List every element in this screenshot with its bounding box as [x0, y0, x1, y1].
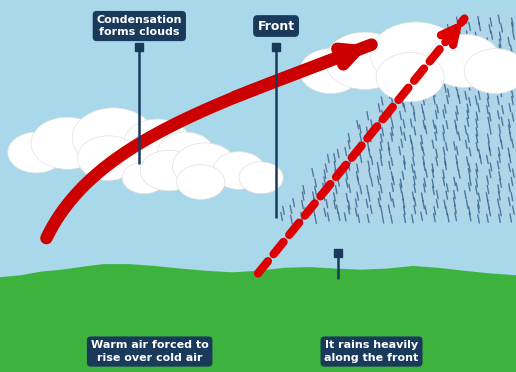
Text: Condensation
forms clouds: Condensation forms clouds — [96, 15, 182, 37]
Circle shape — [140, 150, 197, 191]
Circle shape — [8, 132, 64, 173]
Polygon shape — [0, 264, 516, 372]
Text: Warm air forced to
rise over cold air: Warm air forced to rise over cold air — [91, 340, 208, 363]
Text: Front: Front — [257, 20, 295, 32]
Circle shape — [122, 162, 167, 194]
Circle shape — [464, 49, 516, 94]
Text: It rains heavily
along the front: It rains heavily along the front — [325, 340, 418, 363]
Circle shape — [370, 22, 461, 87]
Circle shape — [376, 53, 444, 102]
Circle shape — [157, 132, 214, 173]
Circle shape — [124, 119, 191, 167]
Circle shape — [299, 49, 362, 94]
Circle shape — [176, 165, 225, 199]
Circle shape — [72, 108, 155, 167]
Circle shape — [325, 32, 405, 90]
Circle shape — [31, 117, 103, 169]
Circle shape — [427, 34, 501, 87]
Circle shape — [239, 162, 283, 194]
Polygon shape — [276, 13, 516, 218]
Circle shape — [77, 136, 139, 180]
Circle shape — [172, 143, 237, 189]
Circle shape — [213, 152, 265, 189]
